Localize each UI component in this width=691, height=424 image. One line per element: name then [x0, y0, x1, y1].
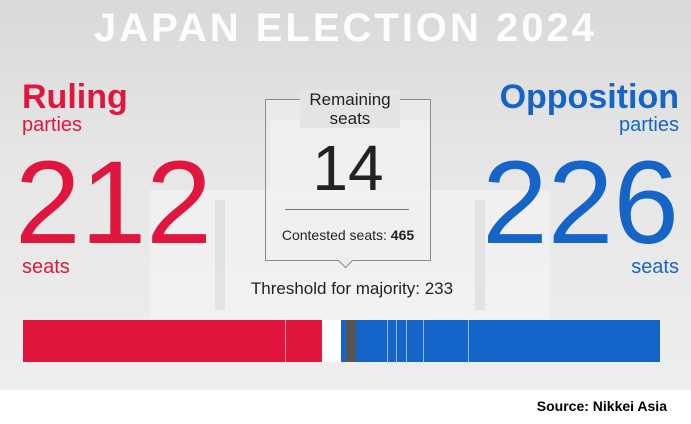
opposition-label: Opposition	[499, 78, 679, 116]
majority-threshold: Threshold for majority: 233	[250, 279, 454, 298]
ruling-seats: 212	[15, 137, 212, 269]
ruling-sub: parties	[22, 114, 83, 136]
seat-bar	[23, 320, 678, 362]
contested-label: Contested seats:	[281, 227, 387, 243]
chart-panel: JAPAN ELECTION 2024 Ruling parties 212 s…	[0, 0, 691, 390]
bar-divider	[285, 320, 286, 362]
opposition-sub: parties	[618, 114, 679, 136]
background-column	[475, 200, 485, 310]
ruling-label: Ruling	[22, 78, 128, 116]
bar-divider	[386, 320, 388, 362]
bar-divider	[327, 320, 329, 362]
bar-segment-opposition	[341, 320, 660, 362]
bar-segment-ruling	[23, 320, 322, 362]
contested-value: 465	[390, 227, 415, 243]
opposition-seats: 226	[482, 137, 679, 269]
bar-segment-remaining	[321, 320, 342, 362]
source-note: Source: Nikkei Asia	[536, 398, 667, 414]
opposition-unit: seats	[631, 256, 679, 278]
remaining-divider	[285, 209, 409, 210]
bar-divider	[422, 320, 424, 362]
bar-divider	[406, 320, 408, 362]
background-column	[215, 200, 225, 310]
majority-marker	[346, 320, 357, 362]
chart-title: JAPAN ELECTION 2024	[93, 6, 598, 50]
remaining-value: 14	[312, 132, 384, 204]
remaining-label: Remaining seats	[300, 90, 400, 128]
bar-divider	[396, 320, 398, 362]
contested-seats: Contested seats: 465	[265, 227, 431, 243]
ruling-unit: seats	[22, 256, 70, 278]
bar-divider	[468, 320, 470, 362]
